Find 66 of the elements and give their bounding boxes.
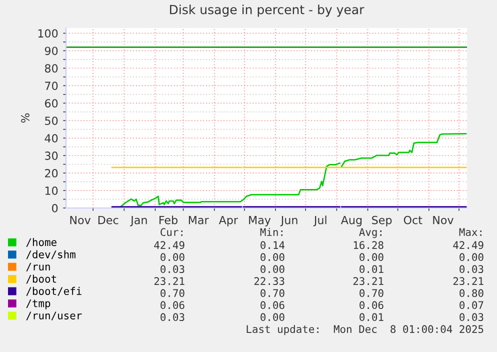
x-tick-label: Oct (404, 216, 422, 224)
x-tick-label: Apr (218, 216, 238, 226)
y-tick-label: 80 (44, 64, 58, 73)
text: 0.14 (260, 241, 285, 250)
y-axis-title: % (21, 113, 30, 123)
y-tick-label: 50 (45, 116, 58, 125)
x-tick-label: Nov (433, 216, 454, 224)
x-tick-label: Jun (280, 216, 298, 226)
legend-label: /boot/efi (26, 286, 82, 296)
y-tick-label: 20 (45, 169, 58, 178)
y-tick-label: 10 (45, 186, 58, 195)
text: 0.03 (160, 313, 184, 322)
y-tick-label: 90 (44, 46, 58, 56)
x-tick-label: Mar (188, 216, 209, 224)
text: 0.06 (160, 301, 184, 310)
text: 0.07 (460, 301, 484, 310)
text: 0.06 (360, 301, 384, 310)
x-tick-label: Jan (130, 216, 147, 226)
text: 0.00 (360, 253, 384, 262)
legend-label: /home (26, 238, 56, 247)
text: 42.49 (453, 241, 484, 250)
legend-label: /boot (26, 274, 56, 284)
text: 0.06 (260, 301, 284, 310)
text: 42.49 (154, 241, 184, 250)
text: 0.00 (260, 265, 284, 274)
y-tick-label: 100 (38, 29, 58, 38)
x-tick-label: Aug (340, 216, 362, 226)
y-tick-label: 70 (45, 82, 58, 90)
legend-label: /run (26, 262, 50, 272)
y-tick-label: 40 (44, 134, 58, 142)
text: Cur: (160, 228, 182, 236)
text: 0.70 (160, 289, 184, 298)
text: 0.70 (260, 289, 284, 298)
text: 0.00 (160, 253, 184, 262)
text: 23.21 (353, 277, 384, 286)
text: 23.21 (453, 277, 484, 286)
x-tick-label: Feb (160, 216, 178, 224)
x-tick-label: Sep (372, 216, 392, 226)
chart-title: Disk usage in percent - by year (170, 4, 364, 17)
x-tick-label: Jul (313, 216, 326, 226)
text: 0.70 (360, 289, 384, 298)
text: Min: (260, 228, 282, 236)
text: 0.00 (460, 253, 484, 262)
text: 0.03 (160, 265, 184, 274)
text: 16.28 (354, 241, 384, 250)
x-tick-label: Dec (98, 216, 118, 224)
legend-label: /tmp (26, 299, 50, 310)
x-tick-label: May (249, 216, 271, 226)
text: 0.80 (460, 289, 484, 298)
text: 0.00 (260, 313, 284, 322)
text: Avg: (359, 228, 382, 238)
y-tick-label: 0 (52, 204, 58, 212)
y-tick-label: 30 (45, 152, 58, 160)
text: 0.03 (460, 265, 484, 274)
text: 0.01 (360, 265, 384, 274)
text: Max: (459, 228, 482, 236)
text: 0.00 (260, 253, 284, 262)
legend-label: /run/user (26, 312, 82, 320)
x-tick-label: Nov (70, 216, 91, 224)
legend-label: /dev/shm (26, 250, 76, 260)
text: Last update: Mon Dec 8 01:00:04 2025 (246, 324, 484, 336)
text: 0.01 (360, 313, 384, 322)
y-tick-label: 60 (45, 99, 58, 108)
text: 23.21 (154, 277, 184, 286)
text: 22.33 (254, 277, 284, 286)
text: 0.03 (460, 313, 484, 322)
